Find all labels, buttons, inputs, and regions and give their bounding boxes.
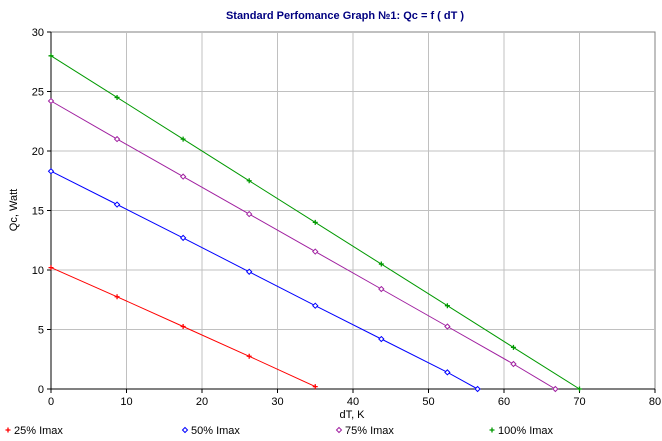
series-2	[47, 168, 481, 393]
data-point	[47, 168, 55, 175]
chart-title: Standard Perfomance Graph №1: Qc = f ( d…	[226, 10, 464, 22]
y-axis-label: Qc, Watt	[8, 189, 20, 231]
data-point	[444, 303, 450, 309]
data-point	[444, 323, 451, 330]
x-tick-label: 40	[347, 396, 359, 408]
y-tick-label: 20	[32, 146, 44, 158]
legend-item: 25% Imax	[5, 425, 63, 437]
data-point	[245, 210, 253, 218]
x-tick-label: 80	[649, 396, 661, 408]
legend-item: 100% Imax	[489, 425, 554, 437]
data-point	[113, 201, 121, 208]
data-point	[113, 135, 121, 143]
data-point	[47, 97, 55, 105]
x-tick-label: 10	[120, 396, 132, 408]
series-3	[47, 97, 559, 393]
data-point	[114, 294, 120, 300]
x-tick-label: 60	[498, 396, 510, 408]
x-axis-label: dT, K	[339, 409, 365, 421]
legend-marker	[489, 427, 495, 433]
data-point	[48, 265, 54, 271]
series-line	[50, 170, 478, 390]
grid	[50, 31, 656, 390]
y-tick-label: 0	[38, 384, 44, 396]
legend-item: 50% Imax	[181, 425, 240, 437]
data-point	[179, 234, 187, 242]
data-point	[312, 302, 319, 309]
legend-label: 25% Imax	[14, 425, 63, 437]
data-point	[444, 369, 451, 376]
y-tick-label: 5	[38, 325, 44, 337]
data-point	[552, 385, 559, 393]
data-point	[312, 248, 319, 255]
data-point	[378, 261, 384, 267]
series-layer	[47, 53, 582, 393]
x-tick-label: 50	[422, 396, 434, 408]
legend-label: 50% Imax	[191, 425, 240, 437]
legend-marker	[5, 427, 11, 433]
legend-label: 75% Imax	[345, 425, 394, 437]
x-tick-label: 70	[573, 396, 585, 408]
x-tick-label: 20	[196, 396, 208, 408]
x-tick-label: 30	[271, 396, 283, 408]
data-point	[48, 53, 54, 59]
data-point	[180, 136, 186, 142]
data-point	[245, 268, 253, 275]
series-1	[48, 265, 318, 390]
data-point	[474, 385, 481, 393]
data-point	[246, 178, 252, 184]
data-point	[180, 324, 186, 330]
data-point	[510, 360, 517, 368]
y-tick-label: 30	[32, 27, 44, 39]
data-point	[312, 219, 318, 225]
legend-marker	[335, 426, 343, 434]
legend-item: 75% Imax	[335, 425, 394, 437]
legend-marker	[181, 426, 189, 434]
y-tick-label: 10	[32, 265, 44, 277]
data-point	[577, 386, 582, 392]
data-point	[378, 335, 385, 343]
series-4	[48, 53, 582, 392]
y-tick-label: 15	[32, 206, 44, 218]
legend-label: 100% Imax	[498, 425, 554, 437]
x-tick-label: 0	[48, 396, 54, 408]
data-point	[246, 353, 252, 359]
data-point	[510, 344, 516, 350]
y-tick-label: 25	[32, 87, 44, 99]
data-point	[179, 173, 187, 180]
data-point	[378, 285, 385, 293]
legend: 25% Imax 50% Imax 75% Imax 100% Imax	[5, 425, 554, 437]
data-point	[114, 94, 120, 100]
data-point	[312, 384, 318, 390]
